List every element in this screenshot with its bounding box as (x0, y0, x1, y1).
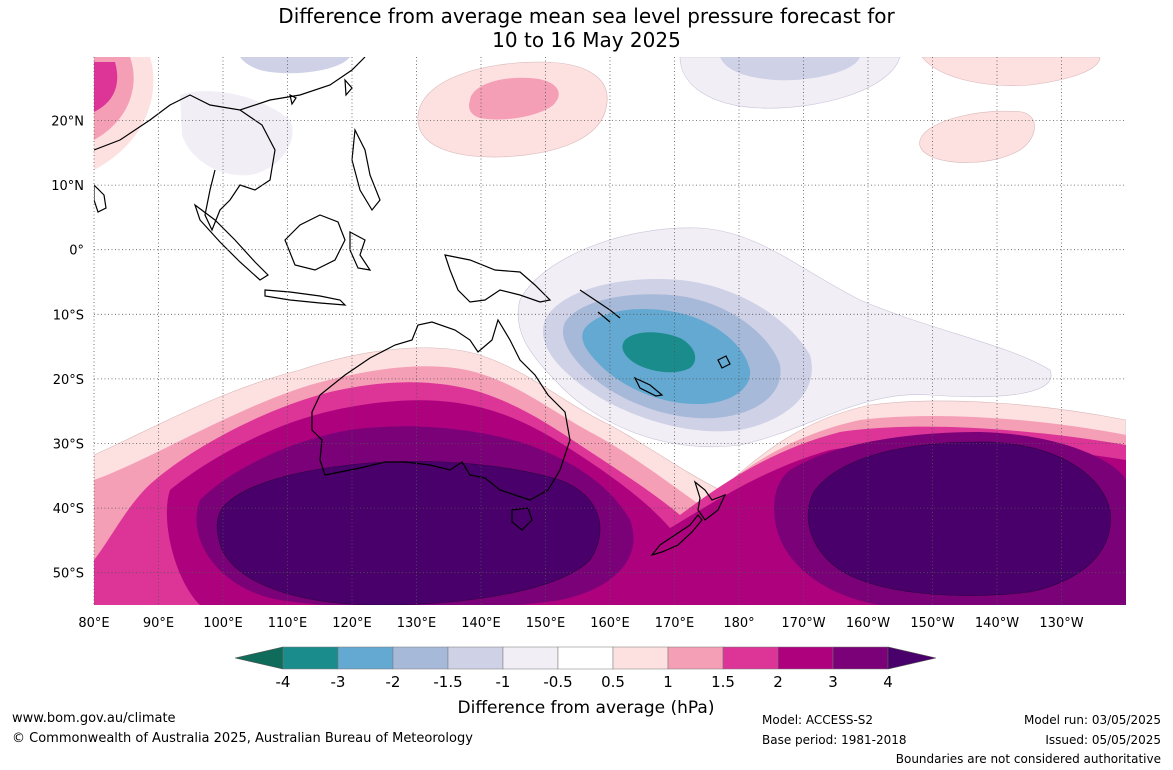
colorbar-tick-label: -0.5 (543, 673, 572, 691)
latitude-tick-label: 50°S (53, 567, 84, 582)
longitude-tick-label: 160°W (846, 616, 890, 631)
colorbar-tick-label: -1.5 (433, 673, 462, 691)
colorbar-swatch (447, 646, 504, 670)
philippines-coastline (351, 127, 381, 212)
colorbar-swatch (502, 646, 559, 670)
colorbar-swatch (612, 646, 669, 670)
footer-disclaimer: Boundaries are not considered authoritat… (895, 752, 1161, 766)
latitude-tick-label: 20°N (51, 115, 84, 130)
sumatra-coastline (193, 203, 269, 281)
colorbar-swatch (777, 646, 834, 670)
colorbar-swatch (282, 646, 339, 670)
footer-copyright: © Commonwealth of Australia 2025, Austra… (12, 731, 473, 746)
indochina-coastline (204, 109, 276, 232)
java-coastline (264, 289, 347, 306)
longitude-tick-label: 170°E (655, 616, 695, 631)
colorbar-high-extension (887, 646, 937, 670)
borneo-coastline (284, 214, 346, 271)
title-line-1: Difference from average mean sea level p… (278, 4, 895, 28)
anomaly-negative-north-central-core (720, 57, 860, 81)
anomaly-positive-core-tasman (216, 461, 601, 605)
longitude-labels: 80°E 90°E 100°E 110°E 120°E 130°E 140°E 150°E 16… (78, 616, 1083, 631)
anomaly-positive-core-pacific (807, 441, 1111, 596)
colorbar-swatch (337, 646, 394, 670)
anomaly-positive-north-pacific-core (469, 77, 559, 120)
latitude-tick-label: 20°S (53, 373, 84, 388)
fiji-coastline (717, 355, 731, 369)
latitude-labels: 20°N 10°N 0° 10°S 20°S 30°S 40°S 50°S (51, 115, 84, 582)
colorbar-tick-label: 0.5 (601, 673, 625, 691)
colorbar-tick-label: 4 (883, 673, 893, 691)
new-zealand-north-coastline (693, 480, 727, 521)
latitude-tick-label: 0° (69, 244, 84, 259)
longitude-tick-label: 120°E (332, 616, 372, 631)
colorbar-tick-label: 1.5 (711, 673, 735, 691)
anomaly-positive-northeast-1 (921, 57, 1101, 86)
anomaly-field (94, 57, 1126, 605)
solomon-islands-coastline (579, 289, 621, 323)
longitude-tick-label: 80°E (78, 616, 109, 631)
colorbar-tick-label: -2 (386, 673, 401, 691)
new-zealand-south-coastline (650, 514, 703, 557)
anomaly-positive-northwest-core (94, 62, 118, 112)
footer-model-run: Model run: 03/05/2025 (1023, 713, 1161, 727)
footer-issued: Issued: 05/05/2025 (1045, 733, 1161, 747)
colorbar-swatch (557, 646, 614, 670)
anomaly-negative-top (240, 57, 350, 74)
footer-website[interactable]: www.bom.gov.au/climate (12, 711, 176, 726)
colorbar-swatch (667, 646, 724, 670)
hainan-taiwan-coastline (289, 78, 353, 106)
colorbar-tick-label: -4 (276, 673, 291, 691)
sri-lanka-coastline (94, 184, 107, 213)
longitude-tick-label: 150°E (526, 616, 566, 631)
anomaly-negative-pacific-core (622, 332, 696, 373)
latitude-tick-label: 30°S (53, 438, 84, 453)
southeast-asia-coastline (94, 57, 366, 151)
longitude-tick-label: 100°E (203, 616, 243, 631)
map-title: Difference from average mean sea level p… (0, 4, 1173, 52)
footer-model: Model: ACCESS-S2 (762, 713, 874, 727)
australia-coastline (311, 318, 571, 501)
longitude-tick-label: 140°E (461, 616, 501, 631)
longitude-tick-label: 140°W (975, 616, 1019, 631)
colorbar-swatch (392, 646, 449, 670)
longitude-tick-label: 150°W (910, 616, 954, 631)
colorbar-swatch (722, 646, 779, 670)
longitude-tick-label: 90°E (143, 616, 174, 631)
colorbar-tick-label: -1 (496, 673, 511, 691)
footer-base-period: Base period: 1981-2018 (762, 733, 907, 747)
gridlines (93, 57, 1126, 605)
latitude-tick-label: 10°S (53, 308, 84, 323)
title-line-2: 10 to 16 May 2025 (492, 28, 681, 52)
anomaly-positive-northeast-2 (919, 110, 1035, 163)
new-guinea-coastline (444, 254, 552, 303)
colorbar-swatch (832, 646, 889, 670)
longitude-tick-label: 130°W (1039, 616, 1083, 631)
colorbar: -4 -3 -2 -1.5 -1 -0.5 0.5 1 1.5 2 3 4 (234, 646, 937, 691)
colorbar-tick-label: 3 (828, 673, 838, 691)
coastlines (94, 57, 731, 557)
colorbar-tick-label: 1 (663, 673, 673, 691)
longitude-tick-label: 160°E (590, 616, 630, 631)
anomaly-negative-asia (180, 91, 293, 176)
colorbar-low-extension (234, 646, 284, 670)
longitude-tick-label: 180° (723, 616, 754, 631)
latitude-tick-label: 40°S (53, 502, 84, 517)
colorbar-tick-label: -3 (331, 673, 346, 691)
new-caledonia-coastline (633, 376, 664, 397)
longitude-tick-label: 170°W (781, 616, 825, 631)
colorbar-title: Difference from average (hPa) (458, 698, 715, 718)
latitude-tick-label: 10°N (51, 179, 84, 194)
colorbar-tick-label: 2 (773, 673, 783, 691)
longitude-tick-label: 110°E (268, 616, 308, 631)
longitude-tick-label: 130°E (397, 616, 437, 631)
